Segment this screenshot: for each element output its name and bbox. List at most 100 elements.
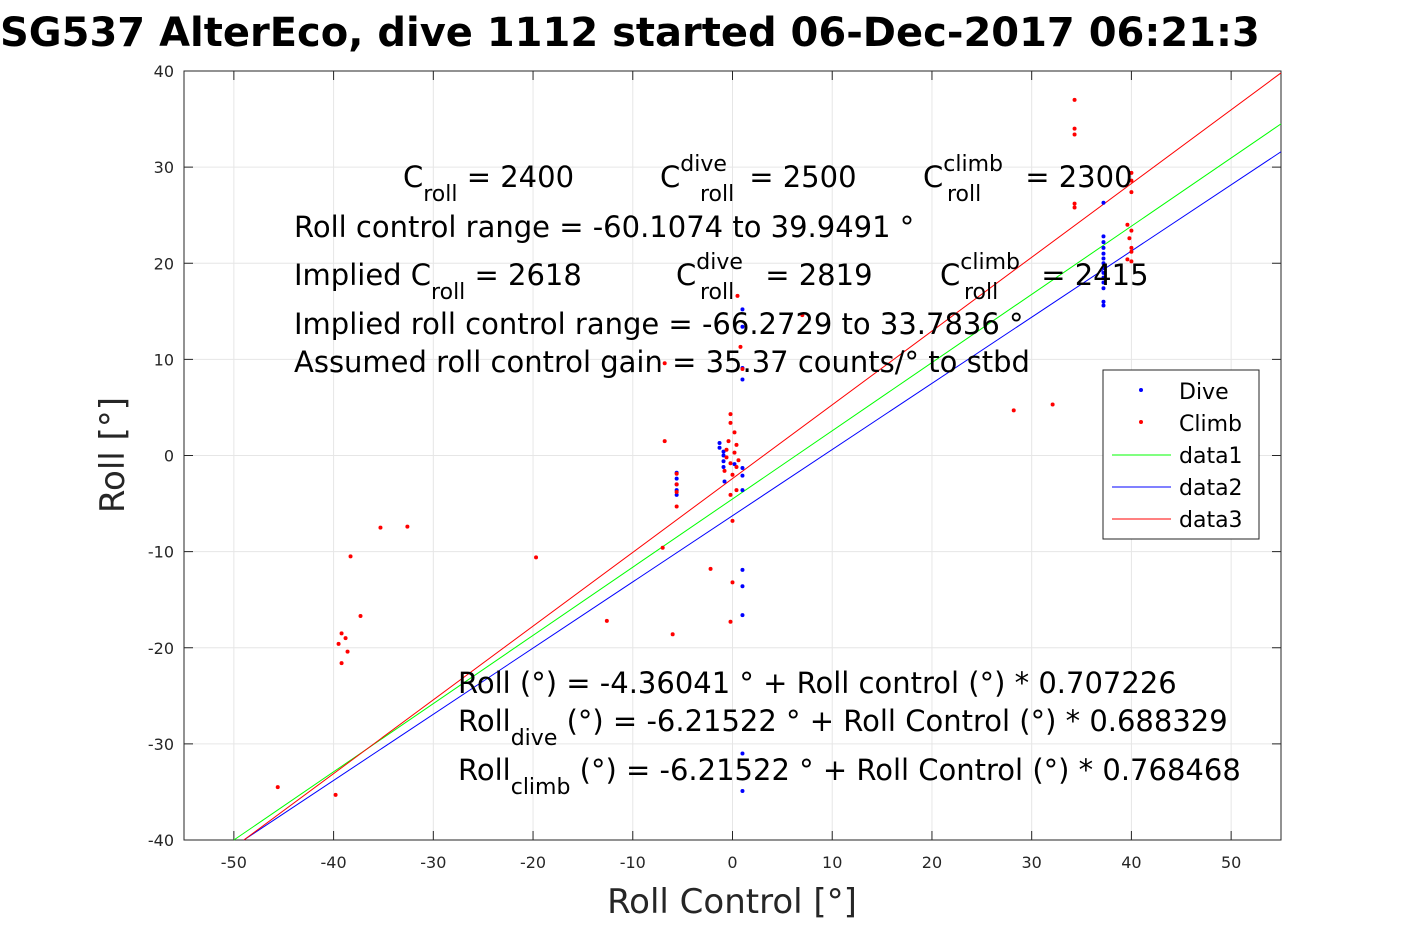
c-roll-climb-main: C <box>923 160 943 194</box>
c-roll-dive-sub: roll <box>700 182 734 207</box>
climb-point <box>1129 190 1134 195</box>
dive-point <box>1101 200 1106 205</box>
implied-c-roll-climb-sup: climb <box>960 250 1020 275</box>
dive-point <box>674 476 679 481</box>
dive-point <box>722 479 727 484</box>
dive-point <box>717 445 722 450</box>
x-tick-label: -10 <box>620 853 646 872</box>
c-roll-climb-sub: roll <box>947 182 981 207</box>
dive-point <box>721 449 726 454</box>
dive-point <box>1101 275 1106 280</box>
climb-point <box>1011 408 1016 413</box>
fit-dive-equation: Rolldive (°) = -6.21522 ° + Roll Control… <box>458 704 1228 751</box>
x-axis-label: Roll Control [°] <box>607 882 857 922</box>
climb-point <box>732 430 737 435</box>
fit-climb-sub: climb <box>511 775 571 800</box>
climb-point <box>275 785 280 790</box>
climb-point <box>1127 236 1132 241</box>
climb-point <box>1072 201 1077 206</box>
c-roll-dive-sup: dive <box>680 152 727 177</box>
plot-frame <box>183 70 1282 841</box>
implied-roll-control-range: Implied roll control range = -66.2729 to… <box>294 307 1024 341</box>
climb-point <box>333 792 338 797</box>
c-roll-climb-label: Cclimb roll = 2300 <box>923 152 1133 207</box>
dive-point <box>740 473 745 478</box>
climb-point <box>728 461 733 466</box>
fit-line-data3 <box>243 72 1282 841</box>
climb-point <box>730 472 735 477</box>
y-tick-label: -30 <box>148 735 174 754</box>
climb-point <box>604 618 609 623</box>
climb-point <box>345 649 350 654</box>
x-tick-label: -50 <box>221 853 247 872</box>
implied-c-roll-climb-value: = 2415 <box>1032 258 1149 292</box>
climb-point <box>534 555 539 560</box>
fit-line-data1 <box>233 123 1282 841</box>
legend-marker-climb <box>1139 420 1143 424</box>
climb-point <box>734 442 739 447</box>
dive-point <box>1101 256 1106 261</box>
y-tick-label: -10 <box>148 543 174 562</box>
climb-point <box>674 482 679 487</box>
climb-point <box>1129 178 1134 183</box>
dive-point <box>1101 261 1106 266</box>
fit-all-equation: Roll (°) = -4.36041 ° + Roll control (°)… <box>458 666 1177 700</box>
fit-dive-sub: dive <box>511 726 558 751</box>
climb-point <box>728 619 733 624</box>
dive-point <box>1101 299 1106 304</box>
c-roll-label: Croll = 2400 <box>403 160 574 207</box>
c-roll-sub: roll <box>423 182 457 207</box>
y-tick-labels: -40 -30 -20 -10 0 10 20 30 40 <box>148 62 174 850</box>
x-tick-label: -20 <box>520 853 546 872</box>
c-roll-climb-sup: climb <box>943 152 1003 177</box>
climb-point <box>339 631 344 636</box>
implied-c-roll-sub: roll <box>431 280 465 305</box>
x-tick-label: 10 <box>822 853 842 872</box>
fit-climb-equation: Rollclimb (°) = -6.21522 ° + Roll Contro… <box>458 753 1241 800</box>
fit-dive-rest: (°) = -6.21522 ° + Roll Control (°) * 0.… <box>557 704 1227 738</box>
y-tick-label: 10 <box>154 350 174 369</box>
dive-point <box>1101 270 1106 275</box>
climb-point <box>1072 205 1077 210</box>
legend-label-data3: data3 <box>1179 508 1243 533</box>
climb-point <box>800 313 805 318</box>
dive-point <box>740 307 745 312</box>
dive-point <box>674 492 679 497</box>
climb-point <box>674 490 679 495</box>
legend-label-climb: Climb <box>1179 412 1242 437</box>
x-tick-label: 40 <box>1121 853 1141 872</box>
dive-point <box>1101 266 1106 271</box>
climb-point <box>728 420 733 425</box>
climb-point <box>348 554 353 559</box>
fit-line-data2 <box>243 151 1282 841</box>
dive-point <box>740 465 745 470</box>
dive-point <box>1101 303 1106 308</box>
climb-point <box>726 439 731 444</box>
climb-point <box>1129 245 1134 250</box>
implied-c-roll-dive-sub: roll <box>700 280 734 305</box>
dive-point <box>740 751 745 756</box>
y-tick-label: 30 <box>154 158 174 177</box>
fit-dive-main: Roll <box>458 704 511 738</box>
climb-point <box>730 518 735 523</box>
dive-point <box>1101 234 1106 239</box>
dive-point <box>740 584 745 589</box>
dive-point <box>740 567 745 572</box>
legend-label-data2: data2 <box>1179 476 1243 501</box>
x-tick-labels: -50 -40 -30 -20 -10 0 10 20 30 40 50 <box>221 853 1242 872</box>
x-tick-label: 30 <box>1022 853 1042 872</box>
c-roll-climb-value: = 2300 <box>1016 160 1133 194</box>
fit-climb-rest: (°) = -6.21522 ° + Roll Control (°) * 0.… <box>570 753 1240 787</box>
implied-c-roll-climb-sub: roll <box>964 280 998 305</box>
dive-point <box>740 324 745 329</box>
implied-c-roll-main: Implied C <box>294 258 431 292</box>
annotations: Croll = 2400 Cdive roll = 2500 Cclimb roll… <box>294 152 1241 800</box>
climb-point <box>405 524 410 529</box>
c-roll-value: = 2400 <box>458 160 575 194</box>
climb-point <box>1125 257 1130 262</box>
climb-point <box>660 545 665 550</box>
climb-point <box>730 580 735 585</box>
dive-point <box>732 462 737 467</box>
dive-point <box>721 465 726 470</box>
